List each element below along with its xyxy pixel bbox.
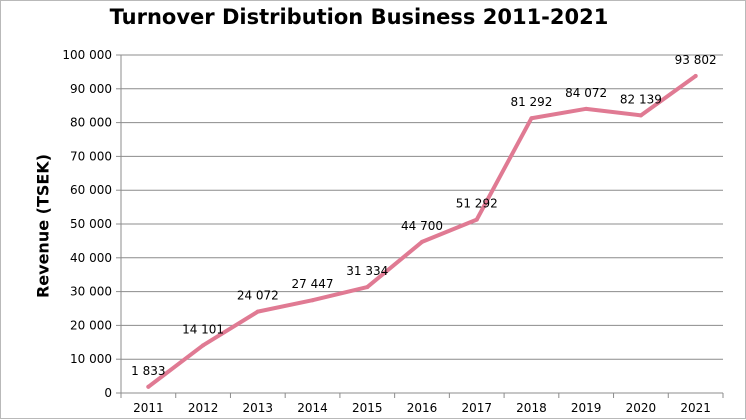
y-tick-label: 70 000 [70,149,112,163]
x-axis-ticks: 2011 2012 2013 2014 2015 2016 2017 2018 2019 2020… [133,401,711,415]
y-tick-label: 10 000 [70,352,112,366]
data-label: 27 447 [292,277,334,291]
x-tick-label: 2017 [461,401,492,415]
data-label: 51 292 [456,197,498,211]
y-tick-label: 20 000 [70,318,112,332]
x-tick-label: 2011 [133,401,164,415]
data-label: 93 802 [675,53,717,67]
data-label: 44 700 [401,219,443,233]
data-label: 81 292 [510,95,552,109]
data-point [365,285,370,290]
y-tick-label: 90 000 [70,82,112,96]
chart-title: Turnover Distribution Business 2011-2021 [109,5,609,29]
x-tick-label: 2018 [516,401,547,415]
x-tick-label: 2014 [297,401,328,415]
y-tick-label: 30 000 [70,285,112,299]
data-point [255,309,260,314]
data-point [638,113,643,118]
x-tick-label: 2013 [243,401,274,415]
data-point [693,73,698,78]
data-point [420,239,424,244]
data-point [146,384,151,389]
data-label: 1 833 [131,364,165,378]
data-point [474,217,479,222]
y-tick-label: 100 000 [62,48,112,62]
y-tick-label: 60 000 [70,183,112,197]
data-point [529,116,534,121]
data-label: 31 334 [346,264,388,278]
series-revenue [146,73,698,389]
x-tick-label: 2012 [188,401,219,415]
data-point [201,343,206,348]
y-tick-label: 50 000 [70,217,112,231]
y-tick-label: 40 000 [70,251,112,265]
x-tick-label: 2016 [407,401,438,415]
y-tick-label: 80 000 [70,116,112,130]
x-tick-label: 2021 [680,401,711,415]
x-tick-label: 2015 [352,401,383,415]
data-label: 84 072 [565,86,607,100]
x-tick-label: 2020 [626,401,657,415]
grid-lines [116,54,724,398]
y-axis-ticks: 0 10 000 20 000 30 000 40 000 50 000 60 000 70 … [62,48,112,400]
data-point [310,298,315,303]
x-tick-label: 2019 [571,401,602,415]
data-label: 82 139 [620,92,662,106]
data-point [584,106,589,111]
data-labels: 1 833 14 101 24 072 27 447 31 334 44 700 51 29… [131,53,716,378]
data-label: 24 072 [237,289,279,303]
y-tick-label: 0 [104,386,112,400]
data-label: 14 101 [182,322,224,336]
